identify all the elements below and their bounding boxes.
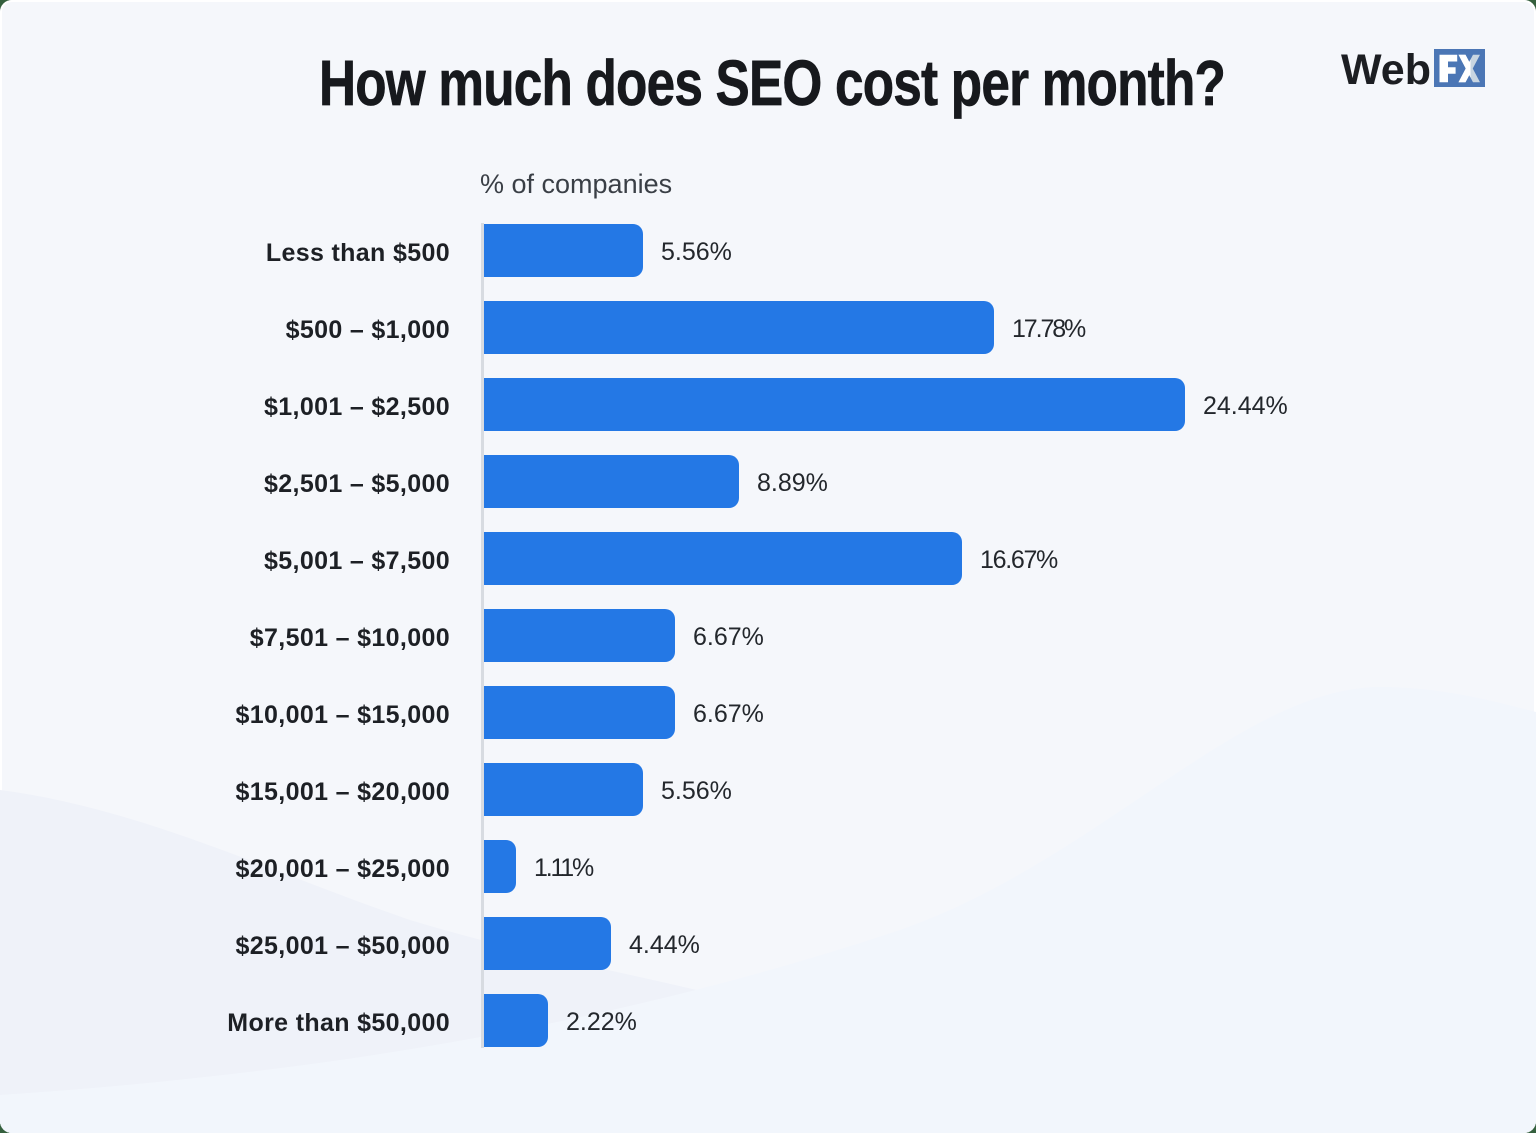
svg-text:Web: Web bbox=[1341, 46, 1431, 91]
